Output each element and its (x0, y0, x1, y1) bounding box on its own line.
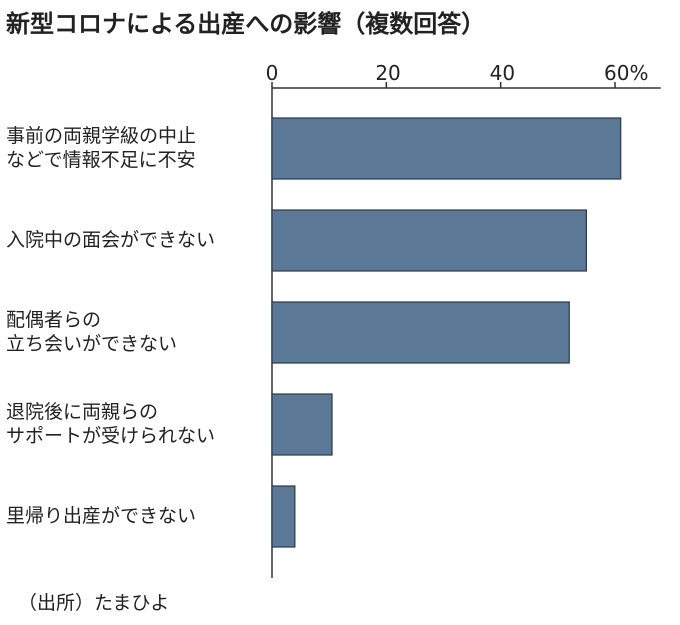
source-note: （出所）たまひよ (18, 592, 170, 614)
category-label: 事前の両親学級の中止 などで情報不足に不安 (6, 125, 197, 171)
chart-title: 新型コロナによる出産への影響（複数回答） (6, 10, 486, 38)
x-tick-label: 40 (490, 61, 515, 85)
x-tick-label: 0 (266, 61, 279, 85)
bar (271, 209, 588, 272)
category-label: 配偶者らの 立ち会いができない (6, 309, 178, 355)
bar (271, 485, 296, 548)
bar (271, 301, 570, 364)
category-label: 里帰り出産ができない (6, 505, 197, 527)
category-label: 入院中の面会ができない (6, 229, 216, 251)
x-tick-label: 60% (604, 61, 648, 85)
x-tick-label: 20 (375, 61, 400, 85)
bar (271, 393, 333, 456)
bar (271, 117, 622, 180)
category-label: 退院後に両親らの サポートが受けられない (6, 401, 216, 447)
